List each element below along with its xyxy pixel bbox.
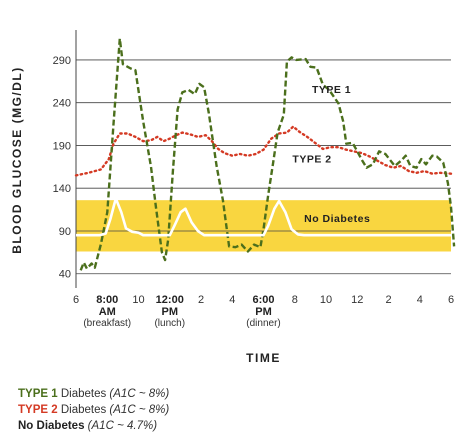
y-tick-label-40: 40 — [59, 269, 71, 281]
y-tick-label-290: 290 — [53, 55, 71, 67]
x-tick-label-0: 6 — [73, 294, 79, 306]
legend-no-diabetes-a1c: (A1C ~ 4.7%) — [87, 420, 158, 432]
x-tick-label-10: 2 — [385, 294, 391, 306]
legend-type1-a1c: (A1C ~ 8%) — [109, 388, 170, 400]
series-line-type-2 — [74, 125, 453, 177]
series-annotation-2: No Diabetes — [304, 213, 370, 225]
y-axis-title: BLOOD GLUCOSE (MG/DL) — [10, 66, 24, 254]
legend-type2-a1c: (A1C ~ 8%) — [109, 404, 170, 416]
gridlines — [76, 59, 451, 275]
y-tick-label-190: 190 — [53, 140, 71, 152]
y-tick-label-240: 240 — [53, 98, 71, 110]
x-tick-sublabel-3-0: PM — [162, 306, 179, 318]
x-tick-label-4: 2 — [198, 294, 204, 306]
series-line-type-1 — [79, 37, 456, 271]
x-tick-sublabel-6-1: (dinner) — [246, 318, 280, 329]
series-lines — [74, 37, 456, 271]
legend-type2-text: Diabetes — [57, 404, 110, 416]
x-tick-label-11: 4 — [417, 294, 423, 306]
legend-type1-text: Diabetes — [57, 388, 110, 400]
x-tick-label-3: 12:00 — [156, 294, 184, 306]
x-tick-label-7: 8 — [292, 294, 298, 306]
x-tick-label-9: 12 — [351, 294, 363, 306]
legend-no-diabetes-name: No Diabetes — [18, 420, 85, 432]
y-tick-label-140: 140 — [53, 183, 71, 195]
x-axis-title: TIME — [246, 351, 281, 365]
legend-entry-no-diabetes: No Diabetes (A1C ~ 4.7%) — [18, 418, 169, 434]
x-tick-label-8: 10 — [320, 294, 332, 306]
y-tick-label-90: 90 — [59, 226, 71, 238]
x-tick-sublabel-1-0: AM — [99, 306, 116, 318]
x-tick-sublabel-6-0: PM — [255, 306, 272, 318]
x-tick-label-6: 6:00 — [252, 294, 274, 306]
legend-type1-name: TYPE 1 — [18, 388, 58, 400]
legend-entry-type2: TYPE 2 Diabetes (A1C ~ 8%) — [18, 402, 169, 418]
x-tick-sublabel-1-1: (breakfast) — [83, 318, 131, 329]
series-annotation-1: TYPE 2 — [292, 153, 331, 165]
series-annotation-0: TYPE 1 — [312, 84, 351, 96]
x-tick-label-2: 10 — [132, 294, 144, 306]
x-tick-label-5: 4 — [229, 294, 235, 306]
series-line-no-diabetes — [76, 197, 451, 237]
legend-type2-name: TYPE 2 — [18, 404, 58, 416]
legend: TYPE 1 Diabetes (A1C ~ 8%) TYPE 2 Diabet… — [18, 386, 169, 434]
legend-entry-type1: TYPE 1 Diabetes (A1C ~ 8%) — [18, 386, 169, 402]
x-tick-sublabel-3-1: (lunch) — [154, 318, 185, 329]
x-tick-label-1: 8:00 — [96, 294, 118, 306]
x-tick-label-12: 6 — [448, 294, 454, 306]
